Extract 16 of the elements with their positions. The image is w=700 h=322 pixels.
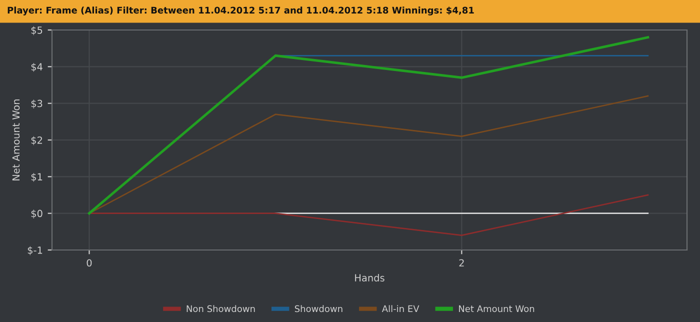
x-tick-label: 0 <box>86 259 92 267</box>
y-tick-label: $2 <box>31 136 42 146</box>
legend-label: Non Showdown <box>186 305 255 312</box>
y-tick-label: $4 <box>31 62 42 72</box>
y-tick-label: $-1 <box>28 246 42 256</box>
y-tick-label: $0 <box>31 210 42 218</box>
legend-label: Showdown <box>294 305 342 312</box>
y-tick-label: $1 <box>31 172 42 182</box>
chart-title: Player: Frame (Alias) Filter: Between 11.04.2012 5:17 and 11.04.2012 5:18 Winnings: $4,81 <box>8 6 474 16</box>
x-tick-label: 2 <box>459 259 464 266</box>
y-tick-label: $3 <box>31 100 42 108</box>
legend-label: All-in EV <box>382 305 420 312</box>
legend-label: Net Amount Won <box>459 305 534 312</box>
y-tick-label: $5 <box>31 26 42 36</box>
x-axis-title: Hands <box>355 274 384 282</box>
y-axis-title: Net Amount Won <box>12 100 20 180</box>
